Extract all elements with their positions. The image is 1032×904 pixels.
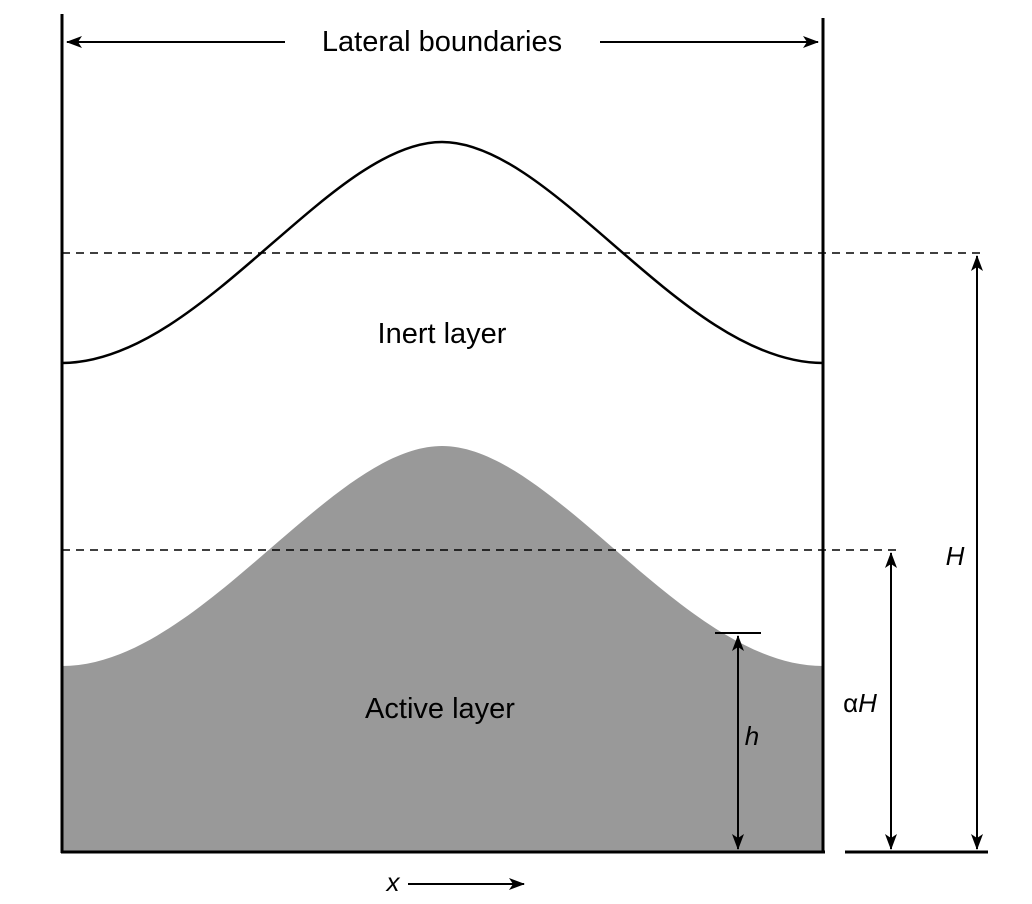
H-label: H [946,541,965,571]
inert-layer-label: Inert layer [378,318,507,350]
inert-layer-surface-curve [61,140,824,365]
alpha-symbol: α [843,688,858,718]
x-label: x [385,867,401,897]
active-layer-label: Active layer [365,693,515,725]
h-label: h [745,721,759,751]
alpha-h-symbol: H [858,688,877,718]
lateral-boundaries-label: Lateral boundaries [322,26,562,58]
alpha-h-label: αH [843,688,877,718]
active-layer-region [62,446,823,852]
